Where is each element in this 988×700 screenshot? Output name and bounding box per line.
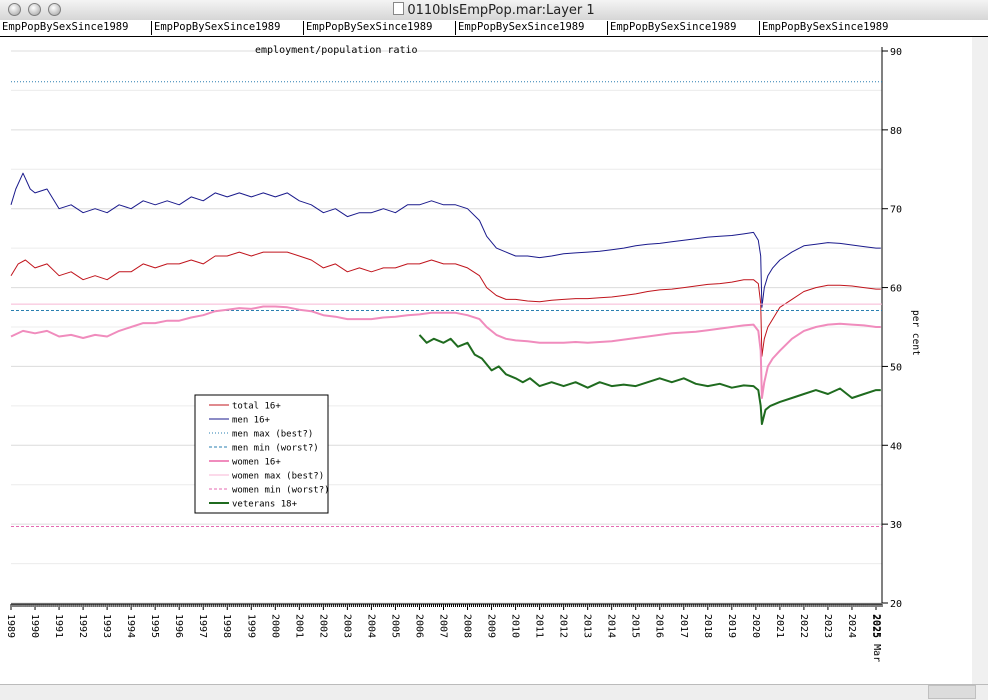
document-icon [393,2,405,15]
layer-tab[interactable]: EmpPopBySexSince1989 [455,21,608,35]
layer-tab[interactable]: EmpPopBySexSince1989 [2,21,129,33]
x-tick-label: 1990 [29,614,40,638]
x-tick-label: 1997 [197,614,208,638]
window-title: 0110blsEmpPop.mar:Layer 1 [0,2,988,18]
window-titlebar: 0110blsEmpPop.mar:Layer 1 [0,0,988,21]
x-tick-label: 2011 [534,614,545,638]
legend-box [194,394,329,514]
bottom-scroll-strip [0,684,988,700]
y-axis-label: per cent [910,310,921,356]
y-tick-label: 70 [890,205,902,216]
chart-title: employment/population ratio [255,45,418,56]
y-tick-label: 60 [890,284,902,295]
x-tick-label: 2023 [822,614,833,638]
x-tick-label: 1991 [53,614,64,638]
legend-label: total 16+ [232,402,281,412]
x-tick-label: 2017 [678,614,689,638]
x-tick-label: 2012 [558,614,569,638]
close-window-button[interactable] [8,3,21,16]
y-tick-label: 30 [890,520,902,531]
x-tick-label: 2001 [293,614,304,638]
layer-tab-bar: EmpPopBySexSince1989 EmpPopBySexSince198… [0,20,988,37]
minimize-window-button[interactable] [28,3,41,16]
x-tick-label: 1989 [5,614,16,638]
x-tick-label: 1995 [149,614,160,638]
x-tick-label: 2010 [510,614,521,638]
legend-label: men min (worst?) [232,444,319,454]
series-line [10,172,881,308]
legend-label: men 16+ [232,416,271,426]
series-group [10,81,882,528]
series-line [10,251,881,357]
legend-label: veterans 18+ [232,500,298,510]
layer-tab[interactable]: EmpPopBySexSince1989 [607,21,760,35]
y-tick-label: 90 [890,47,902,58]
x-tick-label: 1993 [101,614,112,638]
x-tick-label: 2008 [462,614,473,638]
chart-svg: 20 30 40 50 60 70 80 90 1989 1990 1991 1992 1993 199… [5,45,921,662]
layer-tab[interactable]: EmpPopBySexSince1989 [151,21,304,35]
x-tick-label: 2019 [726,614,737,638]
x-tick-label: 1999 [245,614,256,638]
x-tick-label: 2005 [389,614,400,638]
x-tick-label: 1992 [77,614,88,638]
y-tick-label: 40 [890,441,902,452]
x-tick-label: 2025 [870,614,881,638]
x-tick-label: 2022 [798,614,809,638]
plot-area: 20 30 40 50 60 70 80 90 1989 1990 1991 1992 1993 199… [0,37,972,684]
y-tick-label: 80 [890,126,902,137]
x-tick-label: 2013 [582,614,593,638]
x-tick-label: 2021 [774,614,785,638]
right-scroll-strip [972,37,988,684]
x-tick-label: 2020 [750,614,761,638]
layer-tab[interactable]: EmpPopBySexSince1989 [303,21,456,35]
legend-label: women min (worst?) [232,486,330,496]
x-tick-label: 2015 [630,614,641,638]
zoom-window-button[interactable] [48,3,61,16]
y-tick-label: 20 [890,599,902,610]
x-tick-label: 2016 [654,614,665,638]
legend-label: women max (best?) [232,472,324,482]
x-tick-label: 2018 [702,614,713,638]
x-tick-label: 2009 [486,614,497,638]
x-tick-label: 2000 [269,614,280,638]
resize-handle[interactable] [928,685,976,699]
legend-label: men max (best?) [232,430,313,440]
x-tick-label: 2003 [341,614,352,638]
window-title-text: 0110blsEmpPop.mar:Layer 1 [407,3,595,18]
series-line [418,334,881,425]
x-axis: 1989 1990 1991 1992 1993 1994 1995 1996 1997 1998… [5,603,883,662]
layer-tab[interactable]: EmpPopBySexSince1989 [759,21,962,35]
x-axis-end-label: 2025 Mar [871,614,882,662]
y-tick-label: 50 [890,362,902,373]
x-tick-label: 2014 [606,614,617,638]
x-tick-label: 2024 [846,614,857,638]
x-tick-label: 2006 [413,614,424,638]
legend: total 16+ men 16+ men max (best?) men min (… [194,394,330,514]
x-tick-label: 2007 [437,614,448,638]
x-tick-label: 2004 [365,614,376,638]
x-tick-label: 1996 [173,614,184,638]
x-tick-label: 2002 [317,614,328,638]
legend-label: women 16+ [232,458,281,468]
x-tick-label: 1994 [125,614,136,638]
y-axis-ticks: 20 30 40 50 60 70 80 90 [881,47,902,610]
x-tick-label: 1998 [221,614,232,638]
series-line [10,305,881,399]
grid-lines [11,50,882,604]
